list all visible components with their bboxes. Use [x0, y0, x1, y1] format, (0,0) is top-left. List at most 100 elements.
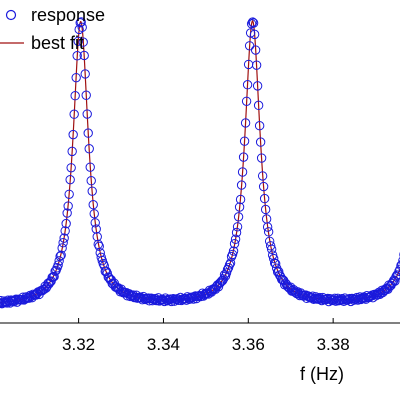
response-point [265, 241, 276, 251]
response-point [218, 274, 229, 284]
response-point [273, 266, 284, 277]
response-point [226, 251, 237, 262]
response-point [219, 270, 230, 280]
response-point [248, 18, 259, 28]
response-point [268, 253, 279, 264]
response-point [73, 36, 83, 46]
response-point [189, 291, 200, 302]
x-tick-label: 3.34 [147, 335, 180, 354]
response-point [54, 256, 64, 266]
legend-response-marker [5, 9, 17, 21]
response-point [230, 234, 241, 244]
response-point [46, 276, 56, 286]
legend-response-label: response [31, 5, 105, 25]
response-point [82, 109, 92, 119]
response-point [92, 232, 102, 242]
response-point [237, 167, 248, 177]
response-point [260, 204, 271, 215]
response-point [379, 286, 389, 296]
response-point [77, 22, 87, 33]
response-point [240, 118, 251, 128]
legend-best-fit-label: best fit [31, 33, 84, 53]
response-point [101, 266, 111, 276]
response-point [83, 128, 93, 138]
response-point [257, 171, 268, 181]
response-point [68, 129, 78, 140]
response-point [258, 181, 269, 192]
response-point [269, 258, 280, 268]
response-point [53, 260, 63, 270]
response-point [75, 18, 85, 28]
response-point [388, 277, 398, 287]
response-point [89, 209, 99, 219]
response-point [250, 45, 261, 55]
response-point [81, 90, 91, 100]
response-point [61, 218, 71, 229]
x-tick-labels: 3.32 3.34 3.36 3.38 [62, 335, 350, 354]
response-point [94, 241, 104, 252]
response-point [88, 200, 98, 210]
response-point [44, 279, 54, 289]
response-point [266, 244, 277, 254]
x-tick-marks [78, 318, 334, 323]
response-point [90, 218, 100, 228]
response-point [259, 193, 270, 204]
response-point [72, 51, 82, 61]
response-point [249, 29, 260, 40]
response-markers [0, 17, 400, 309]
response-point [184, 294, 195, 305]
response-point [65, 174, 75, 185]
response-point [393, 270, 400, 280]
response-point [247, 17, 258, 27]
response-point [56, 250, 66, 260]
x-tick-label: 3.36 [232, 335, 265, 354]
response-point [242, 80, 253, 90]
response-point [253, 100, 264, 111]
response-point [239, 136, 250, 146]
response-point [80, 69, 90, 79]
legend: response best fit [0, 5, 105, 53]
response-point [86, 176, 96, 186]
response-point [76, 17, 86, 27]
response-point [251, 60, 262, 70]
response-point [241, 96, 252, 107]
response-point [222, 264, 233, 275]
response-point [235, 194, 246, 205]
response-point [396, 260, 400, 271]
response-point [62, 208, 72, 218]
response-point [256, 153, 267, 163]
response-point [229, 239, 240, 249]
response-point [106, 275, 116, 285]
response-point [64, 189, 74, 199]
response-point [59, 233, 69, 243]
x-tick-label: 3.32 [62, 335, 95, 354]
response-point [57, 243, 67, 253]
response-point [66, 163, 76, 173]
response-point [233, 212, 244, 222]
x-tick-label: 3.38 [317, 335, 350, 354]
response-point [84, 144, 94, 154]
response-point [228, 246, 239, 256]
response-point [398, 256, 400, 265]
response-point [263, 227, 274, 237]
response-point [71, 72, 81, 83]
response-point [67, 146, 77, 157]
response-point [255, 137, 266, 147]
response-point [225, 258, 236, 268]
response-point [93, 239, 103, 250]
response-point [397, 260, 400, 269]
response-point [231, 227, 242, 238]
response-point [245, 28, 256, 38]
response-point [49, 271, 59, 282]
x-axis-label: f (Hz) [300, 364, 344, 384]
response-point [87, 186, 97, 196]
response-point [70, 91, 80, 101]
response-point [58, 238, 68, 248]
response-point [47, 272, 57, 283]
response-point [236, 180, 247, 190]
response-point [217, 275, 228, 286]
response-point [78, 37, 88, 47]
response-point [364, 292, 374, 303]
response-point [238, 152, 249, 162]
